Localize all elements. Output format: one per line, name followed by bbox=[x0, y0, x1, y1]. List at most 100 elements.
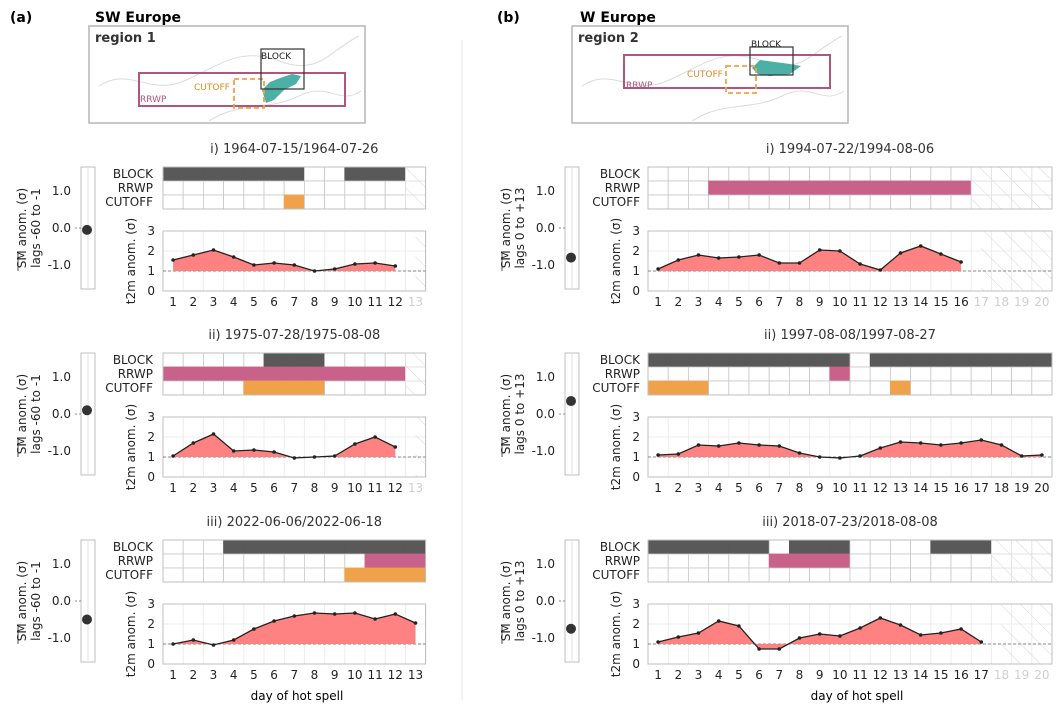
day-tick-label: 2 bbox=[189, 668, 197, 682]
cell-empty bbox=[283, 180, 305, 196]
t2m-ytick-label: 3 bbox=[632, 410, 640, 424]
feature-row-label: CUTOFF bbox=[592, 568, 640, 582]
cell-empty bbox=[303, 194, 325, 210]
cell-rrwp-active bbox=[708, 180, 730, 196]
cell-empty bbox=[809, 380, 831, 396]
t2m-ylabel: t2m anom. (σ) bbox=[609, 404, 623, 490]
day-tick-label: 7 bbox=[290, 668, 298, 682]
cell-empty bbox=[890, 166, 912, 182]
cell-rrwp-active bbox=[809, 553, 831, 569]
t2m-ytick-label: 3 bbox=[147, 224, 155, 238]
day-tick-label: 12 bbox=[388, 295, 403, 309]
day-tick-label: 3 bbox=[210, 295, 218, 309]
cell-empty bbox=[728, 567, 750, 583]
t2m-point bbox=[332, 454, 337, 458]
t2m-ytick-label: 1 bbox=[632, 637, 640, 651]
t2m-point bbox=[716, 444, 721, 448]
cell-empty bbox=[768, 166, 790, 182]
cell-empty bbox=[223, 553, 245, 569]
sm-ytick-label: 0.0 bbox=[536, 594, 555, 608]
padding-cell bbox=[404, 194, 426, 210]
cell-empty bbox=[263, 180, 285, 196]
cell-empty bbox=[324, 567, 346, 583]
t2m-point bbox=[797, 451, 802, 455]
cell-empty bbox=[182, 180, 204, 196]
t2m-point bbox=[737, 441, 741, 445]
cell-block-active bbox=[950, 352, 972, 368]
cell-empty bbox=[728, 166, 750, 182]
t2m-ytick-label: 3 bbox=[147, 410, 155, 424]
day-tick-label: 10 bbox=[347, 481, 362, 495]
padding-cell bbox=[404, 166, 426, 182]
cell-block-active bbox=[243, 166, 265, 182]
cell-block-active bbox=[364, 539, 386, 555]
cell-block-active bbox=[748, 539, 770, 555]
cell-empty bbox=[708, 166, 730, 182]
cell-empty bbox=[829, 194, 851, 210]
cell-block-active bbox=[324, 539, 346, 555]
t2m-point bbox=[393, 612, 398, 616]
day-tick-label: 6 bbox=[270, 668, 278, 682]
map-frame bbox=[571, 25, 849, 124]
day-tick-label: 13 bbox=[893, 481, 908, 495]
cell-empty bbox=[688, 166, 710, 182]
cell-empty bbox=[890, 553, 912, 569]
day-tick-label: 11 bbox=[367, 481, 382, 495]
cell-empty bbox=[829, 380, 851, 396]
cell-empty bbox=[789, 567, 811, 583]
t2m-point bbox=[777, 647, 782, 651]
day-tick-label: 8 bbox=[311, 668, 319, 682]
cell-empty bbox=[910, 166, 932, 182]
panel-a-title: SW Europe bbox=[95, 10, 181, 26]
cell-empty bbox=[748, 553, 770, 569]
t2m-point bbox=[312, 611, 317, 615]
day-tick-label: 6 bbox=[755, 295, 763, 309]
feature-row-label: BLOCK bbox=[113, 540, 154, 554]
cell-empty bbox=[789, 166, 811, 182]
cell-block-active bbox=[708, 352, 730, 368]
sm-ylabel: SM anom. (σ)lags -60 to -1 bbox=[15, 374, 43, 454]
cell-empty bbox=[243, 180, 265, 196]
cell-empty bbox=[182, 567, 204, 583]
map-block-box bbox=[260, 48, 305, 90]
day-tick-label: 7 bbox=[775, 295, 783, 309]
cell-empty bbox=[688, 553, 710, 569]
cell-block-active bbox=[263, 166, 285, 182]
cell-empty bbox=[647, 166, 669, 182]
cell-empty bbox=[344, 352, 366, 368]
cell-empty bbox=[849, 166, 871, 182]
cell-rrwp-active bbox=[829, 366, 851, 382]
day-tick-label: 18 bbox=[994, 295, 1009, 309]
t2m-point bbox=[939, 631, 943, 635]
cell-empty bbox=[789, 194, 811, 210]
sm-ylabel-line1: SM anom. (σ) bbox=[499, 188, 513, 268]
day-tick-label: 2 bbox=[189, 481, 197, 495]
t2m-point bbox=[777, 261, 782, 265]
t2m-point bbox=[252, 448, 256, 452]
feature-row-label: BLOCK bbox=[600, 540, 641, 554]
cell-block-active bbox=[384, 539, 406, 555]
padding-cell bbox=[970, 166, 992, 182]
t2m-ytick-label: 2 bbox=[147, 617, 155, 631]
cell-empty bbox=[303, 166, 325, 182]
map-rrwp-label: RRWP bbox=[140, 95, 167, 105]
cell-block-active bbox=[890, 352, 912, 368]
cell-empty bbox=[708, 567, 730, 583]
cell-empty bbox=[728, 194, 750, 210]
cell-empty bbox=[950, 380, 972, 396]
t2m-point bbox=[332, 267, 337, 271]
cell-empty bbox=[910, 366, 932, 382]
t2m-point bbox=[231, 638, 236, 642]
cell-empty bbox=[890, 567, 912, 583]
t2m-frame bbox=[162, 416, 427, 478]
cell-block-active bbox=[303, 352, 325, 368]
sm-value-point bbox=[566, 623, 576, 634]
day-tick-label: 3 bbox=[210, 481, 218, 495]
map-cutoff-label: CUTOFF bbox=[194, 83, 230, 93]
cell-rrwp-active bbox=[768, 180, 790, 196]
event-chart-b-3: iii) 2018-07-23/2018-08-08 BLOCKRRWPCUTOF… bbox=[499, 515, 1053, 682]
cell-cutoff-active bbox=[303, 380, 325, 396]
t2m-point bbox=[191, 638, 196, 642]
